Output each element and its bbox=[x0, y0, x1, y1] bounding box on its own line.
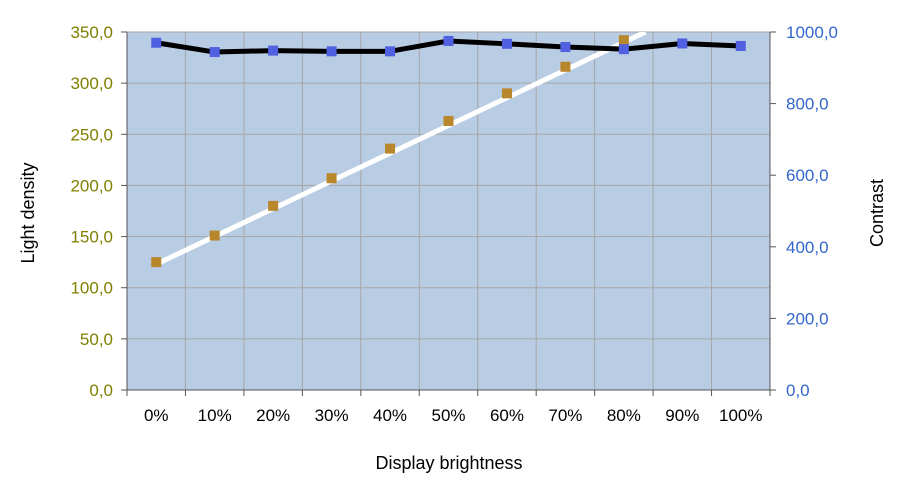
x-tick-label: 20% bbox=[256, 406, 290, 425]
right-tick-label: 0,0 bbox=[786, 381, 810, 400]
data-point-marker bbox=[443, 115, 454, 126]
x-tick-label: 40% bbox=[373, 406, 407, 425]
left-tick-label: 50,0 bbox=[80, 330, 113, 349]
series-group bbox=[151, 35, 746, 58]
data-point-marker bbox=[501, 88, 512, 99]
data-point-marker bbox=[560, 61, 571, 72]
x-tick-label: 100% bbox=[719, 406, 762, 425]
right-tick-label: 200,0 bbox=[786, 309, 829, 328]
x-axis-title: Display brightness bbox=[375, 453, 522, 473]
data-point-marker bbox=[326, 46, 337, 57]
data-point-marker bbox=[151, 257, 162, 268]
data-point-marker bbox=[677, 38, 688, 49]
x-tick-label: 10% bbox=[198, 406, 232, 425]
data-point-marker bbox=[268, 200, 279, 211]
left-tick-label: 0,0 bbox=[89, 381, 113, 400]
data-point-marker bbox=[385, 143, 396, 154]
x-tick-label: 70% bbox=[548, 406, 582, 425]
left-tick-label: 100,0 bbox=[70, 279, 113, 298]
x-tick-label: 30% bbox=[315, 406, 349, 425]
x-tick-label: 60% bbox=[490, 406, 524, 425]
right-tick-label: 1000,0 bbox=[786, 23, 838, 42]
data-point-marker bbox=[443, 35, 454, 46]
y-axis-title: Light density bbox=[18, 162, 38, 263]
series-group bbox=[151, 32, 647, 268]
plot-area bbox=[127, 32, 770, 390]
data-point-marker bbox=[735, 40, 746, 51]
axes bbox=[126, 32, 771, 391]
right-tick-label: 600,0 bbox=[786, 166, 829, 185]
data-point-marker bbox=[385, 46, 396, 57]
data-point-marker bbox=[268, 45, 279, 56]
x-tick-label: 90% bbox=[665, 406, 699, 425]
x-tick-label: 0% bbox=[144, 406, 169, 425]
x-tick-label: 50% bbox=[431, 406, 465, 425]
left-tick-label: 350,0 bbox=[70, 23, 113, 42]
right-tick-label: 400,0 bbox=[786, 238, 829, 257]
left-axis-ticks: 0,0 50,0 100,0 150,0 200,0 250,0 300,0 350,0 bbox=[70, 23, 127, 400]
left-tick-label: 300,0 bbox=[70, 74, 113, 93]
left-tick-label: 150,0 bbox=[70, 228, 113, 247]
gridlines bbox=[127, 31, 770, 390]
y2-axis-title: Contrast bbox=[867, 179, 887, 247]
x-tick-label: 80% bbox=[607, 406, 641, 425]
left-tick-label: 200,0 bbox=[70, 176, 113, 195]
data-point-marker bbox=[209, 230, 220, 241]
data-point-marker bbox=[560, 42, 571, 53]
x-axis-ticks: 0% 10% 20% 30% 40% 50% 60% 70% 80% 90% 100% bbox=[126, 390, 771, 425]
left-tick-label: 250,0 bbox=[70, 125, 113, 144]
data-point-marker bbox=[618, 35, 629, 46]
right-tick-label: 800,0 bbox=[786, 95, 829, 114]
right-axis-ticks: 0,0 200,0 400,0 600,0 800,0 1000,0 bbox=[770, 23, 838, 400]
data-point-marker bbox=[326, 173, 337, 184]
data-point-marker bbox=[618, 44, 629, 55]
series bbox=[151, 32, 746, 268]
data-point-marker bbox=[151, 37, 162, 48]
data-point-marker bbox=[209, 47, 220, 58]
data-point-marker bbox=[501, 38, 512, 49]
